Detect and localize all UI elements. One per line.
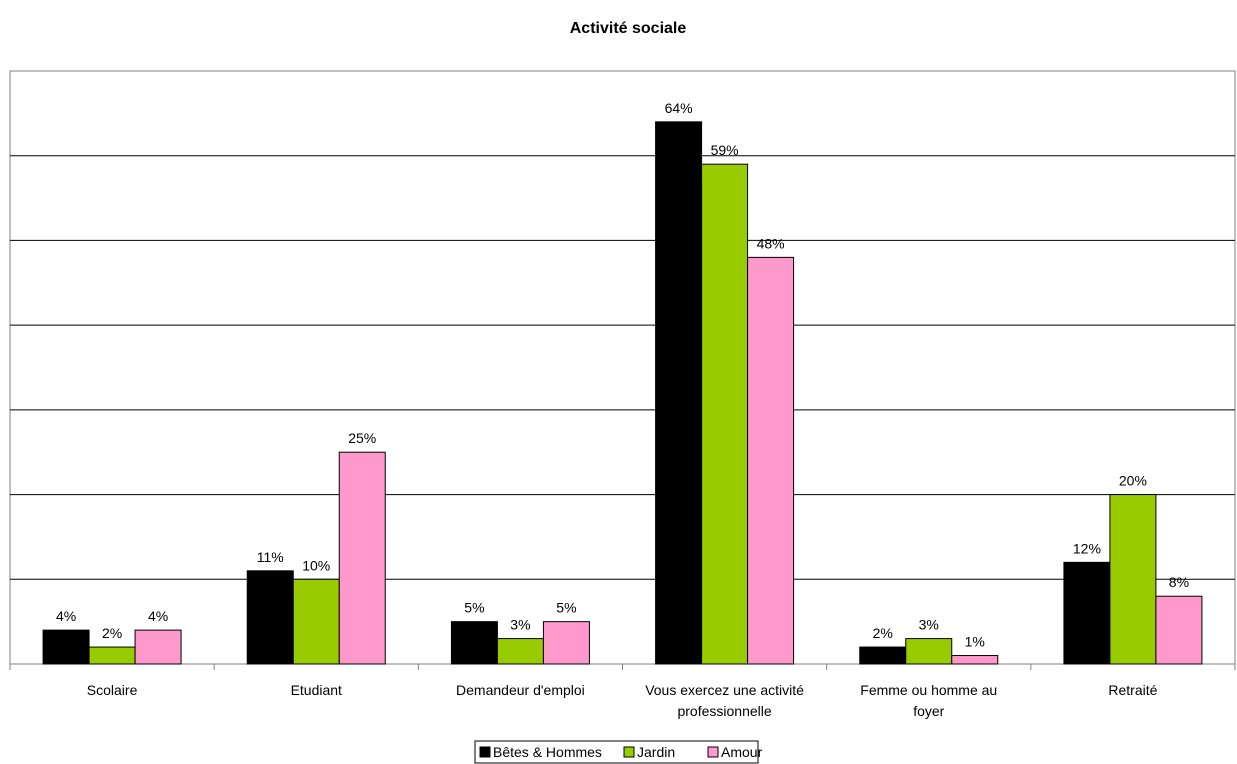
- bar: [1155, 595, 1203, 665]
- x-tick-label: Etudiant: [291, 682, 342, 698]
- data-label: 48%: [757, 235, 785, 251]
- data-label: 8%: [1169, 574, 1189, 590]
- legend-swatch: [479, 746, 491, 758]
- data-label: 4%: [148, 608, 168, 624]
- x-tick-label: Retraité: [1108, 682, 1157, 698]
- data-label: 59%: [711, 142, 739, 158]
- data-label: 20%: [1119, 473, 1147, 489]
- bar: [951, 655, 999, 665]
- legend-swatch: [623, 746, 635, 758]
- data-label: 2%: [873, 625, 893, 641]
- bar: [1109, 494, 1157, 665]
- bar: [859, 646, 907, 665]
- bar: [338, 451, 386, 665]
- bar: [134, 629, 182, 665]
- bar: [701, 163, 749, 665]
- data-label: 25%: [348, 430, 376, 446]
- legend-swatch: [707, 746, 719, 758]
- x-tick-label: professionnelle: [677, 703, 771, 719]
- data-label: 5%: [556, 600, 576, 616]
- data-label: 64%: [665, 100, 693, 116]
- bar: [450, 621, 498, 665]
- data-label: 3%: [510, 617, 530, 633]
- bar: [542, 621, 590, 665]
- data-label: 2%: [102, 625, 122, 641]
- bar: [496, 638, 544, 665]
- legend: Bêtes & Hommes Jardin Amour: [474, 740, 763, 764]
- x-tick-label: foyer: [913, 703, 944, 719]
- data-label: 12%: [1073, 540, 1101, 556]
- bar: [1063, 561, 1111, 665]
- data-label: 3%: [919, 617, 939, 633]
- plot-border: [9, 70, 1236, 665]
- bar: [905, 638, 953, 665]
- bar: [42, 629, 90, 665]
- chart-title: Activité sociale: [570, 20, 687, 37]
- bar: [747, 256, 795, 665]
- x-tick-label: Scolaire: [87, 682, 138, 698]
- bar: [246, 570, 294, 665]
- legend-label: Jardin: [637, 744, 675, 760]
- bar: [655, 121, 703, 665]
- legend-label: Bêtes & Hommes: [493, 744, 602, 760]
- bar: [292, 578, 340, 665]
- data-label: 5%: [464, 600, 484, 616]
- data-label: 11%: [257, 549, 284, 565]
- plot-area: 4% 11% 5% 64% 2% 12% 2% 10% 3% 59% 3% 20% 4% 25% 5% 48%…: [9, 70, 1236, 719]
- data-label: 10%: [302, 557, 330, 573]
- data-label: 1%: [965, 634, 985, 650]
- x-tick-label: Femme ou homme au: [860, 682, 997, 698]
- x-tick-label: Vous exercez une activité: [645, 682, 804, 698]
- legend-label: Amour: [721, 744, 763, 760]
- bar: [88, 646, 136, 665]
- data-label: 4%: [56, 608, 76, 624]
- x-tick-label: Demandeur d'emploi: [456, 682, 585, 698]
- legend-box: [474, 740, 759, 764]
